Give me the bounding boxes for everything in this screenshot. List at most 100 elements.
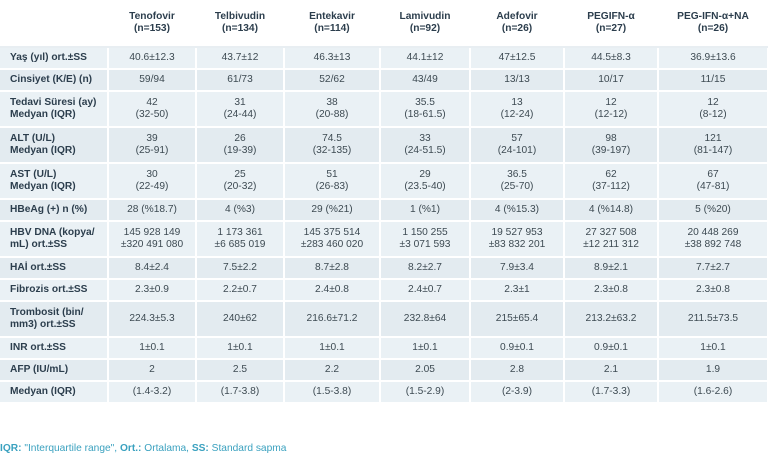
- table-cell: 13 (12-24): [470, 91, 565, 128]
- table-cell: 232.8±64: [380, 301, 471, 338]
- cell-value: (12-24): [500, 109, 534, 120]
- table-cell: 2.4±0.8: [284, 279, 381, 302]
- table-cell: 38 (20-88): [284, 91, 381, 128]
- cell-value: 36.5: [507, 169, 527, 180]
- row-label-line: Medyan (IQR): [10, 145, 76, 156]
- column-header-name: Adefovir: [496, 11, 538, 22]
- row-label: AFP (IU/mL): [0, 359, 109, 382]
- column-header: Entekavir (n=114): [284, 0, 381, 48]
- cell-value: (23.5-40): [404, 181, 446, 192]
- cell-value: 52/62: [319, 74, 345, 85]
- cell-value: 2: [149, 364, 155, 375]
- cell-value: 20 448 269: [687, 227, 739, 238]
- cell-value: (1.4-3.2): [132, 386, 172, 397]
- cell-value: 43.7±12: [221, 52, 259, 63]
- column-header: Lamivudin (n=92): [380, 0, 471, 48]
- row-label-line: Fibrozis ort.±SS: [10, 284, 88, 295]
- column-header: Telbivudin (n=134): [196, 0, 285, 48]
- table-cell: 57 (24-101): [470, 127, 565, 164]
- row-label: HAİ ort.±SS: [0, 257, 109, 280]
- table-cell: 213.2±63.2: [564, 301, 659, 338]
- cell-value: 213.2±63.2: [585, 313, 637, 324]
- table-cell: 36.9±13.6: [658, 47, 768, 70]
- row-label-line: Medyan (IQR): [10, 386, 76, 397]
- cell-value: (47-81): [696, 181, 730, 192]
- column-header-name: Telbivudin: [214, 11, 266, 22]
- cell-value: 35.5: [415, 97, 435, 108]
- cell-value: (1.7-3.3): [591, 386, 631, 397]
- table-cell: 35.5 (18-61.5): [380, 91, 471, 128]
- table-cell: 224.3±5.3: [108, 301, 197, 338]
- cell-value: 2.3±1: [504, 284, 530, 295]
- column-header-count: (n=26): [501, 23, 533, 34]
- table-cell: 47±12.5: [470, 47, 565, 70]
- cell-value: (32-135): [312, 145, 352, 156]
- row-label: Cinsiyet (K/E) (n): [0, 69, 109, 92]
- table-cell: 8.7±2.8: [284, 257, 381, 280]
- cell-value: (25-91): [135, 145, 169, 156]
- table-cell: 2.3±0.8: [564, 279, 659, 302]
- table-cell: 1.9: [658, 359, 768, 382]
- table-cell: 67 (47-81): [658, 163, 768, 200]
- cell-value: 1.9: [705, 364, 721, 375]
- row-label-line: INR ort.±SS: [10, 342, 66, 353]
- table-cell: 7.7±2.7: [658, 257, 768, 280]
- table-cell: 74.5 (32-135): [284, 127, 381, 164]
- column-header-name: Tenofovir: [129, 11, 175, 22]
- cell-value: 33: [419, 133, 431, 144]
- table-row: Medyan (IQR) (1.4-3.2) (1.7-3.8) (1.5-3.8) (…: [0, 381, 768, 404]
- row-label: INR ort.±SS: [0, 337, 109, 360]
- table-cell: 8.4±2.4: [108, 257, 197, 280]
- table-cell: 27 327 508 ±12 211 312: [564, 221, 659, 258]
- table-cell: 52/62: [284, 69, 381, 92]
- row-label-line: Trombosit (bin/: [10, 307, 84, 318]
- cell-value: ±3 071 593: [399, 239, 451, 250]
- cell-value: (1.5-3.8): [312, 386, 352, 397]
- row-label-line: mm3) ort.±SS: [10, 319, 76, 330]
- table-cell: 1±0.1: [196, 337, 285, 360]
- cell-value: 2.4±0.7: [408, 284, 442, 295]
- table-row: INR ort.±SS 1±0.1 1±0.1 1±0.1 1±0.1 0.9±0.1 0.…: [0, 337, 768, 360]
- row-label: Trombosit (bin/mm3) ort.±SS: [0, 301, 109, 338]
- cell-value: 36.9±13.6: [690, 52, 736, 63]
- cell-value: 40.6±12.3: [129, 52, 175, 63]
- row-label: Fibrozis ort.±SS: [0, 279, 109, 302]
- row-label-line: Medyan (IQR): [10, 181, 76, 192]
- column-header-count: (n=153): [134, 23, 170, 34]
- cell-value: (37-112): [592, 181, 630, 192]
- cell-value: 5 (%20): [695, 204, 731, 215]
- cell-value: (20-32): [223, 181, 257, 192]
- row-label: Medyan (IQR): [0, 381, 109, 404]
- row-label: ALT (U/L) Medyan (IQR): [0, 127, 109, 164]
- cell-value: 2.3±0.9: [135, 284, 169, 295]
- table-cell: 216.6±71.2: [284, 301, 381, 338]
- table-row: Trombosit (bin/mm3) ort.±SS 224.3±5.3 240±…: [0, 301, 768, 338]
- table-row: HBV DNA (kopya/mL) ort.±SS 145 928 149 ±32…: [0, 221, 768, 258]
- table-row: Cinsiyet (K/E) (n) 59/94 61/73 52/62 43/49 13…: [0, 69, 768, 92]
- table-row: Yaş (yıl) ort.±SS 40.6±12.3 43.7±12 46.3±13…: [0, 47, 768, 70]
- table-cell: 29 (%21): [284, 199, 381, 222]
- cell-value: 1±0.1: [139, 342, 165, 353]
- table-cell: 211.5±73.5: [658, 301, 768, 338]
- cell-value: 31: [234, 97, 246, 108]
- row-label-line: HBV DNA (kopya/: [10, 227, 95, 238]
- table-cell: 1 173 361 ±6 685 019: [196, 221, 285, 258]
- cell-value: 2.8: [509, 364, 525, 375]
- cell-value: 7.7±2.7: [696, 262, 730, 273]
- table-cell: (1.7-3.8): [196, 381, 285, 404]
- table-cell: 44.5±8.3: [564, 47, 659, 70]
- table-cell: 4 (%15.3): [470, 199, 565, 222]
- cell-value: 74.5: [322, 133, 342, 144]
- cell-value: 44.5±8.3: [591, 52, 631, 63]
- cell-value: 145 928 149: [123, 227, 181, 238]
- table-cell: (1.4-3.2): [108, 381, 197, 404]
- row-label-line: AST (U/L): [10, 169, 57, 180]
- cell-value: 26: [234, 133, 246, 144]
- table-cell: 4 (%3): [196, 199, 285, 222]
- cell-value: 211.5±73.5: [687, 313, 739, 324]
- row-label-line: Cinsiyet (K/E) (n): [10, 74, 93, 85]
- table-cell: 98 (39-197): [564, 127, 659, 164]
- column-header-count: (n=26): [697, 23, 729, 34]
- table-cell: 39 (25-91): [108, 127, 197, 164]
- cell-value: 1±0.1: [227, 342, 253, 353]
